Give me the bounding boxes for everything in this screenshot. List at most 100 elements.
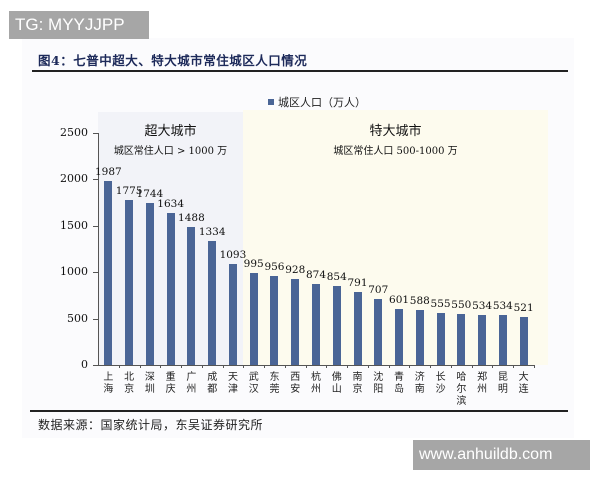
bar-value-label: 550 bbox=[451, 298, 472, 311]
x-tick bbox=[264, 365, 266, 368]
x-tick bbox=[284, 365, 286, 368]
bar bbox=[291, 278, 300, 365]
figure-title: 图4：七普中超大、特大城市常住城区人口情况 bbox=[38, 53, 308, 68]
bar-value-label: 588 bbox=[409, 295, 430, 308]
x-tick-label: 武汉 bbox=[248, 372, 259, 395]
bar bbox=[332, 285, 341, 365]
x-tick bbox=[534, 365, 535, 368]
bar-value-label: 555 bbox=[430, 298, 451, 311]
watermark-bottom-right: www.anhuildb.com bbox=[413, 440, 590, 470]
bar-value-label: 707 bbox=[368, 284, 389, 297]
bar bbox=[415, 310, 424, 365]
x-tick-label: 昆明 bbox=[497, 372, 508, 395]
x-tick-label: 上海 bbox=[103, 372, 114, 395]
source-divider bbox=[30, 410, 568, 412]
y-tick-label: 1500 bbox=[60, 218, 88, 232]
watermark-top-left: TG: MYYJJPP bbox=[9, 11, 149, 39]
x-tick bbox=[139, 365, 141, 368]
bar bbox=[228, 263, 237, 365]
bar bbox=[312, 283, 320, 365]
x-tick bbox=[160, 365, 162, 368]
y-tick bbox=[93, 179, 98, 181]
x-tick-label: 长沙 bbox=[435, 372, 446, 395]
title-divider bbox=[32, 70, 568, 72]
x-tick bbox=[305, 365, 307, 368]
x-tick bbox=[430, 365, 432, 368]
bar bbox=[436, 313, 445, 365]
bar bbox=[187, 226, 196, 365]
y-tick bbox=[93, 272, 98, 274]
region-super-title: 超大城市 bbox=[144, 124, 197, 139]
bar-value-label: 521 bbox=[513, 301, 534, 314]
bar-value-label: 1488 bbox=[178, 211, 205, 224]
x-tick bbox=[326, 365, 328, 368]
x-tick-label: 佛山 bbox=[331, 372, 342, 395]
x-tick bbox=[367, 365, 369, 368]
bar-value-label: 1987 bbox=[95, 165, 122, 178]
bar bbox=[478, 315, 487, 365]
x-tick-label: 广州 bbox=[186, 372, 197, 395]
bar-value-label: 956 bbox=[264, 261, 285, 274]
x-tick bbox=[347, 365, 349, 368]
bar bbox=[498, 315, 507, 365]
bar bbox=[374, 299, 383, 365]
y-tick-label: 2000 bbox=[60, 172, 88, 186]
bar bbox=[249, 272, 258, 365]
data-source: 数据来源：国家统计局，东吴证券研究所 bbox=[38, 418, 264, 432]
x-tick-label: 南京 bbox=[352, 372, 363, 395]
bar bbox=[519, 316, 528, 365]
y-tick bbox=[93, 225, 98, 227]
region-special-subtitle: 城区常住人口 500-1000 万 bbox=[333, 146, 458, 157]
bar-value-label: 1634 bbox=[157, 198, 185, 211]
x-tick bbox=[492, 365, 494, 368]
region-super-subtitle: 城区常住人口 > 1000 万 bbox=[113, 146, 228, 157]
y-tick bbox=[93, 133, 98, 134]
bar bbox=[166, 213, 175, 365]
x-tick-label: 沈阳 bbox=[373, 372, 384, 395]
bar bbox=[208, 241, 217, 365]
x-tick-label: 天津 bbox=[227, 372, 238, 395]
bar bbox=[104, 180, 113, 365]
bar-value-label: 1775 bbox=[115, 185, 143, 198]
y-tick bbox=[93, 365, 98, 366]
bar-value-label: 1093 bbox=[219, 248, 247, 261]
bar-value-label: 534 bbox=[492, 300, 513, 313]
x-tick-label: 青岛 bbox=[394, 372, 405, 395]
y-tick-label: 0 bbox=[81, 358, 88, 371]
bar bbox=[145, 203, 154, 365]
x-tick bbox=[222, 365, 224, 368]
x-tick bbox=[118, 365, 120, 368]
y-tick-label: 500 bbox=[67, 311, 88, 325]
legend-swatch-icon bbox=[268, 99, 274, 105]
legend-label: 城区人口（万人） bbox=[278, 96, 366, 109]
x-tick-label: 北京 bbox=[124, 372, 135, 395]
bar-value-label: 534 bbox=[472, 300, 493, 313]
x-tick bbox=[181, 365, 183, 368]
bar bbox=[270, 276, 279, 365]
bar-value-label: 928 bbox=[285, 263, 306, 276]
bar-value-label: 1334 bbox=[198, 226, 226, 239]
bar-value-label: 995 bbox=[243, 257, 264, 270]
bar bbox=[457, 313, 466, 365]
x-tick-label: 西安 bbox=[290, 372, 301, 395]
bar bbox=[353, 291, 362, 365]
bar-value-label: 854 bbox=[326, 270, 347, 283]
x-tick bbox=[201, 365, 203, 368]
bar-value-label: 1744 bbox=[136, 188, 164, 201]
bar-value-label: 791 bbox=[347, 276, 368, 289]
region-special-title: 特大城市 bbox=[369, 124, 422, 139]
x-tick-label: 杭州 bbox=[311, 372, 321, 395]
x-tick bbox=[243, 365, 245, 368]
x-tick bbox=[450, 365, 452, 368]
bar-value-label: 874 bbox=[305, 268, 327, 281]
x-tick-label: 成都 bbox=[207, 372, 218, 395]
x-axis bbox=[98, 365, 534, 366]
bar bbox=[125, 200, 134, 365]
y-tick-label: 2500 bbox=[60, 126, 88, 139]
chart-legend: 城区人口（万人） bbox=[268, 94, 366, 110]
x-tick-label: 深圳 bbox=[144, 372, 155, 395]
x-tick bbox=[409, 365, 411, 368]
x-tick-label: 大连 bbox=[518, 372, 529, 395]
y-tick bbox=[93, 318, 98, 320]
y-axis bbox=[98, 133, 99, 365]
